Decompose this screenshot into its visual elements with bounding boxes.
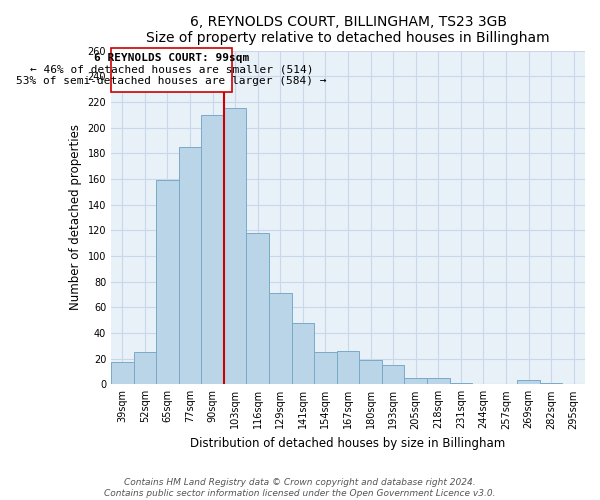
Bar <box>269 293 292 384</box>
Bar <box>314 352 337 384</box>
Bar <box>427 378 449 384</box>
X-axis label: Distribution of detached houses by size in Billingham: Distribution of detached houses by size … <box>190 437 506 450</box>
Bar <box>449 383 472 384</box>
Bar <box>134 352 156 384</box>
Bar <box>156 180 179 384</box>
Bar <box>359 360 382 384</box>
Text: Contains HM Land Registry data © Crown copyright and database right 2024.
Contai: Contains HM Land Registry data © Crown c… <box>104 478 496 498</box>
Title: 6, REYNOLDS COURT, BILLINGHAM, TS23 3GB
Size of property relative to detached ho: 6, REYNOLDS COURT, BILLINGHAM, TS23 3GB … <box>146 15 550 45</box>
Bar <box>382 365 404 384</box>
Bar <box>337 351 359 384</box>
Bar <box>540 383 562 384</box>
Bar <box>404 378 427 384</box>
Bar <box>224 108 247 384</box>
Text: 6 REYNOLDS COURT: 99sqm: 6 REYNOLDS COURT: 99sqm <box>94 53 249 63</box>
Y-axis label: Number of detached properties: Number of detached properties <box>69 124 82 310</box>
Bar <box>292 322 314 384</box>
Bar <box>247 233 269 384</box>
Bar <box>111 362 134 384</box>
Bar <box>179 147 202 384</box>
Text: 53% of semi-detached houses are larger (584) →: 53% of semi-detached houses are larger (… <box>16 76 326 86</box>
Text: ← 46% of detached houses are smaller (514): ← 46% of detached houses are smaller (51… <box>29 64 313 74</box>
Bar <box>202 114 224 384</box>
FancyBboxPatch shape <box>111 48 232 92</box>
Bar <box>517 380 540 384</box>
